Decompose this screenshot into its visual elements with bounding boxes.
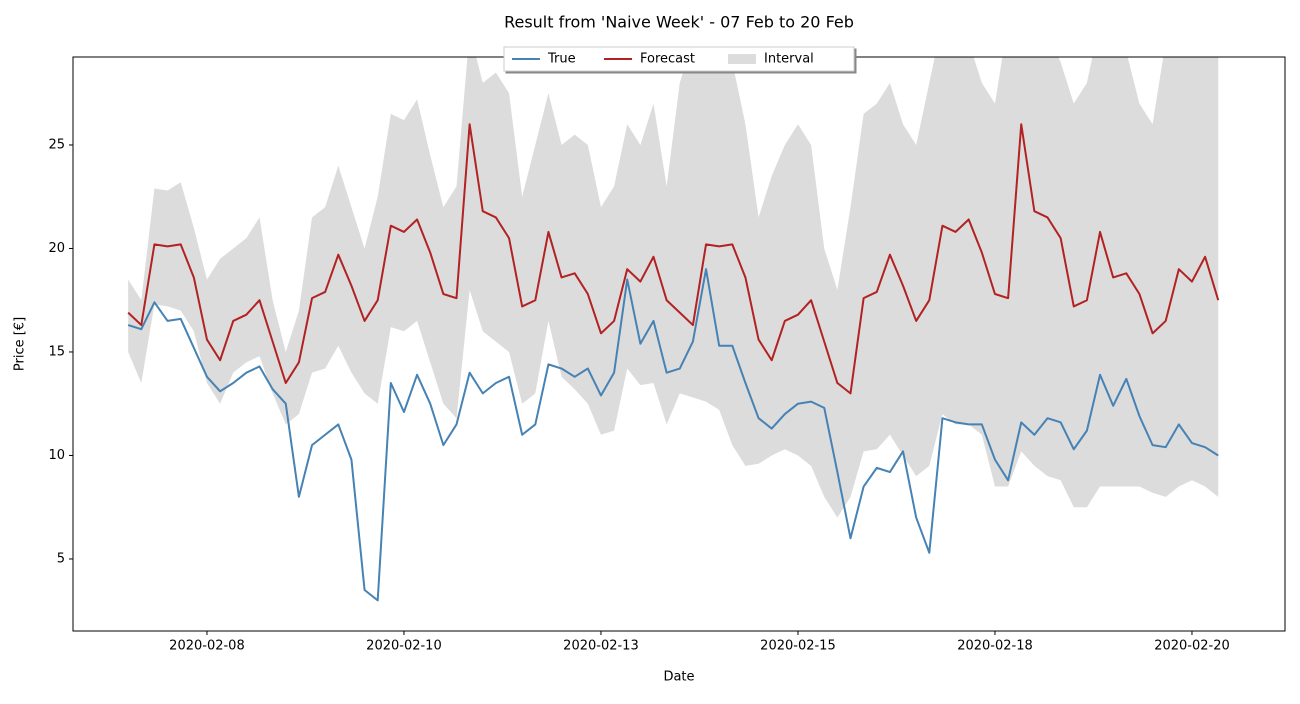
x-tick-label: 2020-02-13: [563, 639, 639, 654]
chart-title: Result from 'Naive Week' - 07 Feb to 20 …: [504, 13, 854, 32]
x-tick-label: 2020-02-18: [957, 639, 1033, 654]
y-tick-label: 20: [48, 241, 65, 256]
plot-area: [127, 57, 1220, 602]
y-tick-label: 15: [48, 344, 65, 359]
x-tick-label: 2020-02-20: [1154, 639, 1230, 654]
x-axis-label: Date: [663, 670, 694, 685]
legend-box: [503, 46, 855, 72]
x-tick-label: 2020-02-10: [366, 639, 442, 654]
legend-swatch: [728, 54, 756, 64]
y-tick-label: 10: [48, 448, 65, 463]
interval-band: [128, 57, 1219, 518]
legend: True Forecast Interval: [503, 46, 855, 72]
series-line: [127, 123, 1220, 395]
legend-label: Interval: [764, 52, 814, 67]
series-line: [127, 268, 1219, 602]
legend-label: Forecast: [640, 52, 695, 67]
x-tick-label: 2020-02-08: [169, 639, 245, 654]
x-tick-label: 2020-02-15: [760, 639, 836, 654]
y-tick-label: 5: [57, 551, 65, 566]
y-tick-label: 25: [48, 137, 65, 152]
legend-label: True: [547, 52, 576, 67]
y-axis-label: Price [€]: [13, 317, 28, 371]
